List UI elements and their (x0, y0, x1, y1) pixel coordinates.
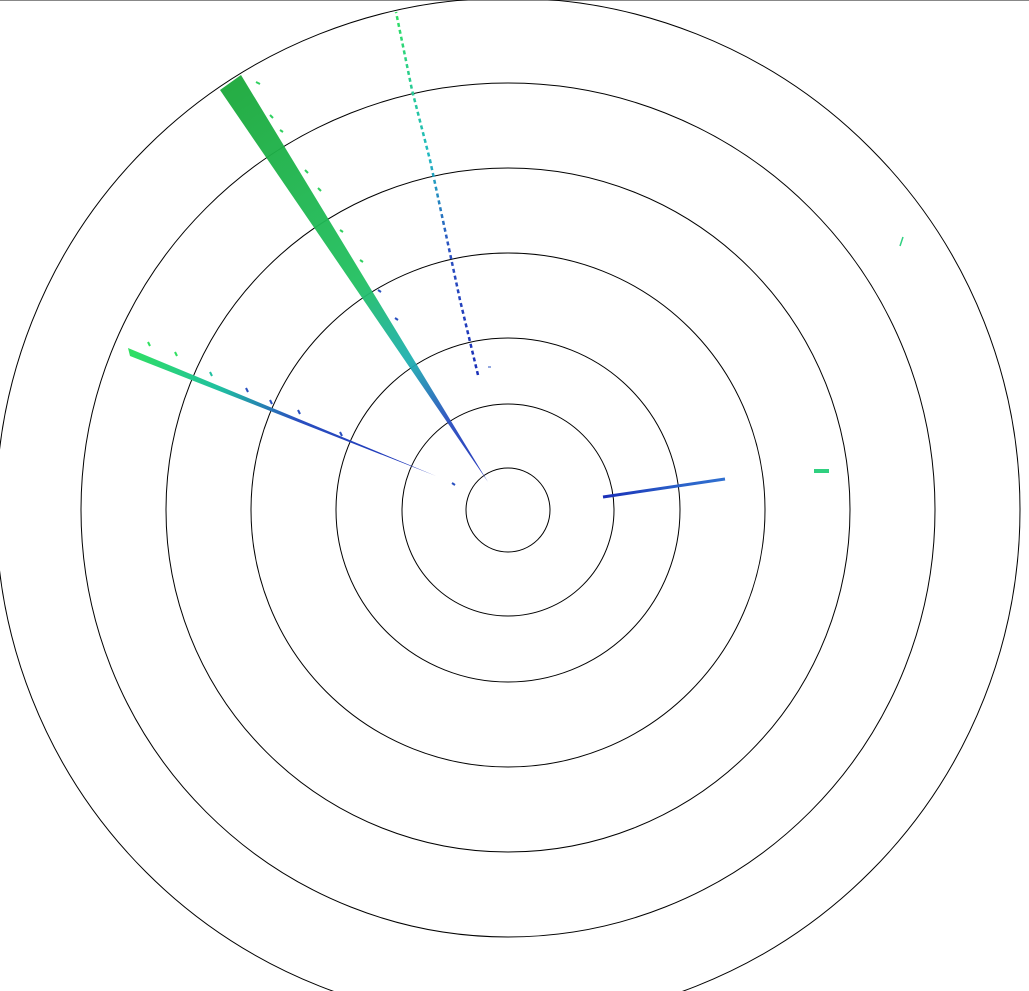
return-speckles (255, 81, 399, 321)
return-speckles (147, 341, 456, 486)
return-streak (220, 75, 488, 482)
range-ring (80, 82, 936, 938)
return-blob (814, 469, 829, 473)
range-ring (335, 337, 681, 683)
return-streak (394, 11, 480, 376)
range-ring (465, 467, 551, 553)
return-streak (602, 477, 726, 499)
returns (128, 11, 904, 499)
return-blob (899, 236, 904, 247)
range-ring (250, 252, 766, 768)
return-streak (128, 348, 436, 476)
range-ring (401, 403, 615, 617)
range-ring (165, 167, 851, 853)
